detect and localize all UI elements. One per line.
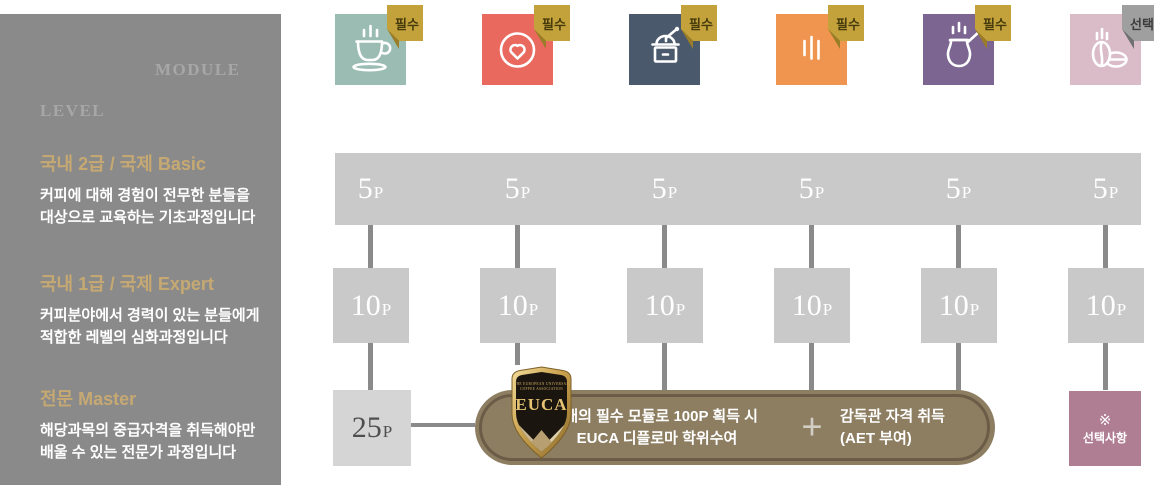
level-sidebar: MODULE LEVEL 국내 2급 / 국제 Basic 커피에 대해 경험이… bbox=[0, 14, 281, 485]
points-5p-label: 5P bbox=[357, 172, 384, 205]
level-expert-title: 국내 1급 / 국제 Expert bbox=[40, 274, 214, 294]
level-basic-title: 국내 2급 / 국제 Basic bbox=[40, 154, 206, 174]
points-10p-box: 10P bbox=[480, 268, 556, 343]
connector-line bbox=[411, 423, 475, 427]
shield-org-line1: THE EUROPEAN UNIVERSAL bbox=[514, 382, 569, 386]
level-master-desc-line2: 배울 수 있는 전문가 과정입니다 bbox=[40, 443, 237, 461]
points-10p-box: 10P bbox=[774, 268, 850, 343]
heart-icon bbox=[499, 32, 536, 68]
points-10p-box: 10P bbox=[921, 268, 997, 343]
module-coffee-grinder: 필수 bbox=[629, 5, 717, 85]
level-expert-desc-line2: 적합한 레벨의 심화과정입니다 bbox=[40, 328, 228, 346]
level-expert-desc-line1: 커피분야에서 경력이 있는 분들에게 bbox=[40, 307, 260, 324]
optional-note-box: ※ 선택사항 bbox=[1069, 391, 1141, 466]
badge-label: 필수 bbox=[689, 16, 713, 32]
level-master: 전문 Master 해당과목의 중급자격을 취득해야만 배울 수 있는 전문가 … bbox=[40, 385, 270, 463]
required-badge: 필수 bbox=[534, 5, 570, 51]
module-coffee-cup: 필수 bbox=[335, 5, 423, 85]
connector-line bbox=[809, 225, 814, 268]
points-5p-label: 5P bbox=[1092, 172, 1119, 205]
optional-badge: 선택 bbox=[1122, 5, 1154, 51]
points-10p-box: 10P bbox=[1068, 268, 1144, 343]
reference-mark-icon: ※ bbox=[1098, 412, 1112, 429]
points-5p-label: 5P bbox=[504, 172, 531, 205]
plus-icon: + bbox=[801, 404, 823, 446]
required-badge: 필수 bbox=[681, 5, 717, 51]
level-header: LEVEL bbox=[40, 101, 106, 120]
module-header: MODULE bbox=[155, 60, 241, 79]
module-water: 필수 bbox=[776, 5, 864, 85]
points-5p-label: 5P bbox=[651, 172, 678, 205]
badge-label: 필수 bbox=[395, 16, 419, 32]
connector-line bbox=[956, 343, 961, 390]
optional-note-label: 선택사항 bbox=[1082, 431, 1128, 445]
supervisor-text: 감독관 자격 취득 (AET 부여) bbox=[840, 407, 945, 447]
connector-line bbox=[1103, 343, 1108, 390]
connector-line bbox=[1103, 225, 1108, 268]
level-basic: 국내 2급 / 국제 Basic 커피에 대해 경험이 전무한 분들을 대상으로… bbox=[40, 150, 270, 228]
level-basic-desc-line2: 대상으로 교육하는 기초과정입니다 bbox=[40, 208, 256, 226]
coffee-beans-icon bbox=[1091, 27, 1128, 68]
euca-shield-badge: THE EUROPEAN UNIVERSAL COFFEE ASSOCIATIO… bbox=[511, 366, 572, 459]
level-master-title: 전문 Master bbox=[40, 389, 137, 409]
connector-line bbox=[662, 225, 667, 268]
connector-line bbox=[368, 225, 373, 268]
badge-label: 선택 bbox=[1130, 16, 1154, 32]
badge-label: 필수 bbox=[542, 16, 566, 32]
connector-line bbox=[662, 343, 667, 390]
points-25p-box: 25P bbox=[333, 390, 411, 466]
points-5p-label: 5P bbox=[945, 172, 972, 205]
diploma-award-text: 5개의 필수 모듈로 100P 획득 시 EUCA 디플로마 학위수여 bbox=[556, 407, 758, 447]
points-10p-box: 10P bbox=[333, 268, 409, 343]
connector-line bbox=[809, 343, 814, 390]
level-master-desc-line1: 해당과목의 중급자격을 취득해야만 bbox=[40, 422, 256, 439]
water-bars-icon bbox=[803, 35, 820, 60]
coffee-grinder-icon bbox=[651, 26, 680, 63]
module-coffee-beans: 선택 bbox=[1070, 5, 1154, 85]
level-expert: 국내 1급 / 국제 Expert 커피분야에서 경력이 있는 분들에게 적합한… bbox=[40, 270, 270, 348]
connector-line bbox=[368, 343, 373, 390]
points-10p-box: 10P bbox=[627, 268, 703, 343]
connector-line bbox=[956, 225, 961, 268]
required-badge: 필수 bbox=[387, 5, 423, 51]
required-badge: 필수 bbox=[975, 5, 1011, 51]
points-5p-label: 5P bbox=[798, 172, 825, 205]
module-cezve: 필수 bbox=[923, 5, 1011, 85]
points-band-basic: 5P 5P 5P 5P 5P 5P bbox=[335, 153, 1141, 225]
coffee-cup-icon bbox=[352, 24, 392, 72]
required-badge: 필수 bbox=[828, 5, 864, 51]
connector-line bbox=[515, 225, 520, 268]
module-heart: 필수 bbox=[482, 5, 570, 85]
badge-label: 필수 bbox=[983, 16, 1007, 32]
connector-line bbox=[515, 343, 520, 365]
level-basic-desc-line1: 커피에 대해 경험이 전무한 분들을 bbox=[40, 187, 250, 204]
badge-label: 필수 bbox=[836, 16, 860, 32]
shield-acronym: EUCA bbox=[515, 395, 567, 414]
shield-org-line2: COFFEE ASSOCIATION bbox=[520, 387, 563, 391]
